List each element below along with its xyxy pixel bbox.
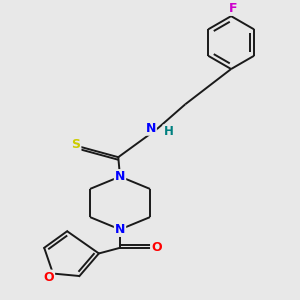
Text: H: H — [164, 125, 173, 138]
Text: F: F — [229, 2, 237, 15]
Text: O: O — [44, 271, 54, 284]
Text: N: N — [115, 170, 125, 183]
Text: O: O — [151, 241, 162, 254]
Text: N: N — [146, 122, 156, 135]
Text: S: S — [71, 138, 80, 151]
Text: N: N — [115, 223, 125, 236]
